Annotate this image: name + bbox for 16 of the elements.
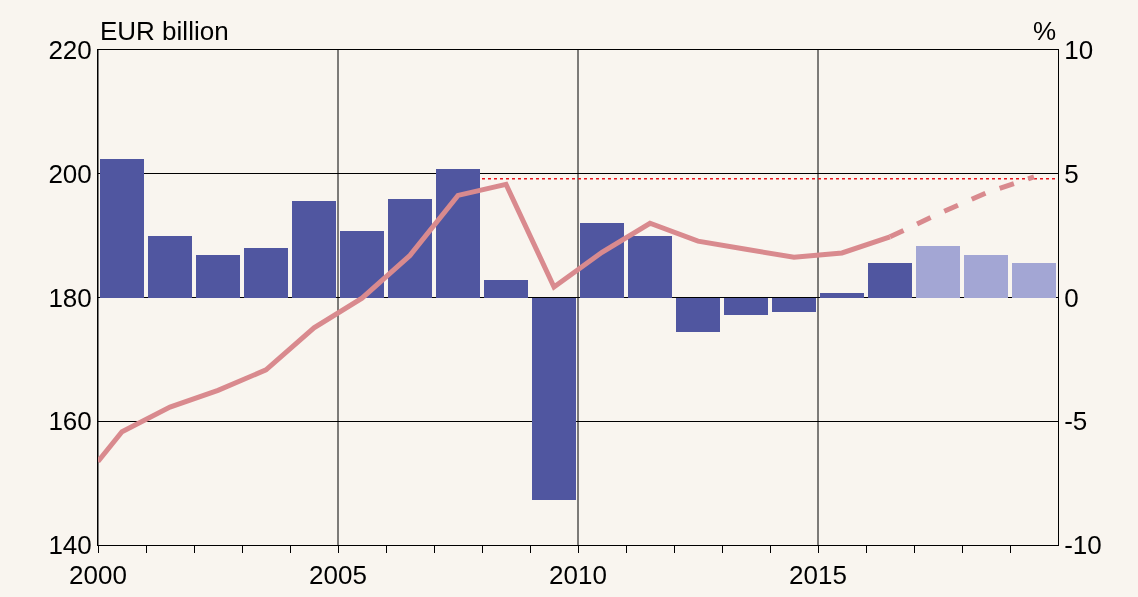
x-tick-label: 2010 <box>549 560 607 591</box>
y2-tick-label: -5 <box>1064 406 1088 437</box>
y-tick-label: 140 <box>48 530 92 561</box>
y-tick-label: 160 <box>48 406 92 437</box>
x-tick-label: 2015 <box>789 560 847 591</box>
y-tick-label: 220 <box>48 35 92 66</box>
y2-tick-label: 5 <box>1064 158 1079 189</box>
y-tick-label: 180 <box>48 282 92 313</box>
y-tick-label: 200 <box>48 158 92 189</box>
y2-axis-title: % <box>1033 16 1057 46</box>
y2-tick-label: 0 <box>1064 282 1079 313</box>
y-axis-title: EUR billion <box>100 16 229 46</box>
x-tick-label: 2005 <box>309 560 367 591</box>
y2-tick-label: 10 <box>1064 35 1094 66</box>
x-tick-label: 2000 <box>69 560 127 591</box>
y2-tick-label: -10 <box>1064 530 1102 561</box>
